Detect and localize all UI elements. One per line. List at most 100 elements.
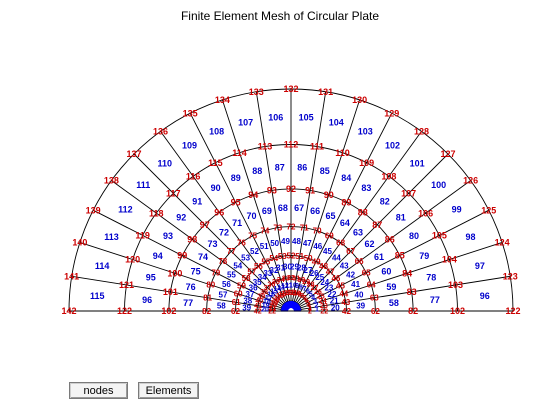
- node-label: 27: [311, 285, 319, 292]
- element-label: 49: [281, 237, 290, 246]
- node-label: 80: [206, 281, 215, 290]
- mesh-spoke-18: [79, 241, 282, 309]
- element-label: 114: [95, 261, 110, 271]
- element-label: 75: [191, 267, 201, 277]
- node-label: 104: [442, 255, 457, 265]
- node-label: 46: [331, 274, 340, 283]
- element-label: 16: [267, 292, 275, 299]
- element-label: 94: [153, 251, 163, 261]
- element-label: 38: [243, 296, 252, 305]
- node-label: 81: [203, 294, 212, 303]
- node-label: 112: [284, 140, 299, 150]
- element-label: 55: [227, 270, 236, 279]
- node-label: 120: [125, 255, 140, 265]
- node-label: 102: [450, 306, 465, 316]
- node-label: 106: [418, 208, 433, 218]
- element-label: 19: [262, 302, 270, 309]
- element-label: 84: [341, 173, 351, 183]
- element-label: 56: [222, 280, 231, 289]
- element-label: 23: [324, 284, 333, 293]
- element-label: 83: [361, 183, 371, 193]
- element-label: 9: [295, 283, 299, 290]
- node-label: 51: [295, 252, 304, 261]
- nodes-button[interactable]: nodes: [69, 382, 128, 399]
- mesh-spoke-19: [71, 275, 282, 310]
- element-label: 48: [292, 237, 301, 246]
- element-label: 65: [325, 211, 335, 221]
- node-label: 66: [355, 257, 364, 266]
- mesh-spoke-7: [295, 112, 393, 303]
- elements-button[interactable]: Elements: [138, 382, 199, 399]
- node-label: 28: [307, 282, 315, 289]
- element-label: 92: [176, 212, 186, 222]
- node-label: 44: [339, 290, 348, 299]
- element-label: 21: [330, 296, 339, 305]
- node-label: 134: [215, 95, 230, 105]
- node-label: 25: [317, 293, 325, 300]
- node-label: 62: [231, 307, 240, 316]
- element-label: 47: [303, 239, 312, 248]
- element-label: 100: [431, 180, 446, 190]
- node-label: 4: [307, 303, 311, 310]
- element-label: 52: [250, 247, 259, 256]
- element-label: 87: [275, 162, 285, 172]
- mesh-spoke-13: [189, 112, 287, 303]
- element-label: 11: [285, 282, 293, 289]
- node-label: 40: [255, 298, 263, 305]
- element-label: 54: [233, 261, 242, 270]
- element-label: 82: [380, 196, 390, 206]
- node-label: 54: [269, 254, 278, 263]
- node-label: 138: [104, 176, 119, 186]
- mesh-spoke-5: [297, 153, 449, 305]
- element-label: 93: [163, 231, 173, 241]
- element-label: 77: [430, 295, 440, 305]
- node-label: 3: [308, 306, 312, 313]
- mesh-spoke-15: [133, 153, 285, 305]
- node-label: 94: [248, 190, 258, 200]
- element-label: 113: [104, 232, 119, 242]
- element-label: 46: [313, 242, 322, 251]
- element-label: 72: [219, 228, 229, 238]
- element-label: 66: [310, 206, 320, 216]
- mesh-spoke-17: [92, 209, 283, 307]
- node-label: 111: [310, 142, 324, 152]
- node-label: 121: [119, 280, 134, 290]
- node-label: 108: [381, 171, 396, 181]
- mesh-spoke-6: [296, 131, 422, 304]
- node-label: 90: [324, 190, 334, 200]
- element-label: 103: [358, 127, 373, 137]
- node-label: 132: [283, 84, 298, 94]
- element-label: 24: [320, 278, 329, 287]
- element-label: 90: [211, 183, 221, 193]
- element-label: 71: [232, 218, 242, 228]
- node-label: 99: [177, 251, 187, 261]
- element-label: 109: [182, 141, 197, 151]
- node-label: 10: [293, 291, 301, 298]
- element-label: 37: [246, 290, 255, 299]
- node-label: 97: [200, 220, 210, 230]
- element-label: 22: [328, 290, 337, 299]
- node-label: 32: [287, 275, 295, 282]
- node-label: 77: [227, 247, 236, 256]
- element-label: 115: [90, 291, 105, 301]
- node-label: 89: [341, 197, 351, 207]
- element-label: 73: [207, 239, 217, 249]
- element-label: 80: [409, 231, 419, 241]
- element-label: 86: [297, 162, 307, 172]
- element-label: 78: [426, 273, 436, 283]
- node-label: 140: [72, 238, 87, 248]
- node-label: 139: [86, 205, 101, 215]
- node-label: 41: [254, 303, 262, 310]
- node-label: 92: [286, 184, 296, 194]
- node-label: 18: [272, 297, 280, 304]
- node-label: 65: [362, 269, 371, 278]
- node-label: 9: [298, 292, 302, 299]
- element-label: 26: [310, 269, 319, 278]
- node-label: 16: [276, 293, 284, 300]
- element-label: 13: [277, 284, 285, 291]
- node-label: 33: [282, 276, 290, 283]
- node-label: 34: [277, 277, 285, 284]
- element-label: 62: [364, 239, 374, 249]
